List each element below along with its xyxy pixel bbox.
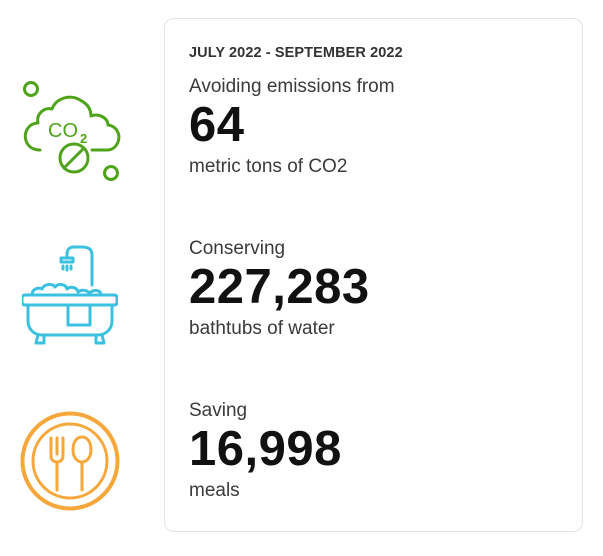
bathtub-icon xyxy=(22,245,118,349)
stat-unit: metric tons of CO2 xyxy=(189,156,348,177)
svg-text:2: 2 xyxy=(80,131,87,146)
stat-lead: Saving xyxy=(189,400,248,421)
impact-card: JULY 2022 - SEPTEMBER 2022 Avoiding emis… xyxy=(164,18,583,532)
stat-value: 64 xyxy=(189,98,245,152)
stat-value: 227,283 xyxy=(189,260,370,314)
stat-meals: Saving 16,998 meals xyxy=(189,400,342,502)
plate-fork-spoon-icon xyxy=(19,410,121,512)
stat-water: Conserving 227,283 bathtubs of water xyxy=(189,238,370,340)
stat-emissions: Avoiding emissions from 64 metric tons o… xyxy=(189,76,395,178)
co2-cloud-icon: CO 2 xyxy=(18,80,124,184)
period-label: JULY 2022 - SEPTEMBER 2022 xyxy=(189,45,403,61)
svg-text:CO: CO xyxy=(48,120,78,142)
stat-value: 16,998 xyxy=(189,422,342,476)
stat-unit: meals xyxy=(189,480,240,501)
stat-unit: bathtubs of water xyxy=(189,318,335,339)
stat-lead: Conserving xyxy=(189,238,286,259)
stat-lead: Avoiding emissions from xyxy=(189,76,395,97)
